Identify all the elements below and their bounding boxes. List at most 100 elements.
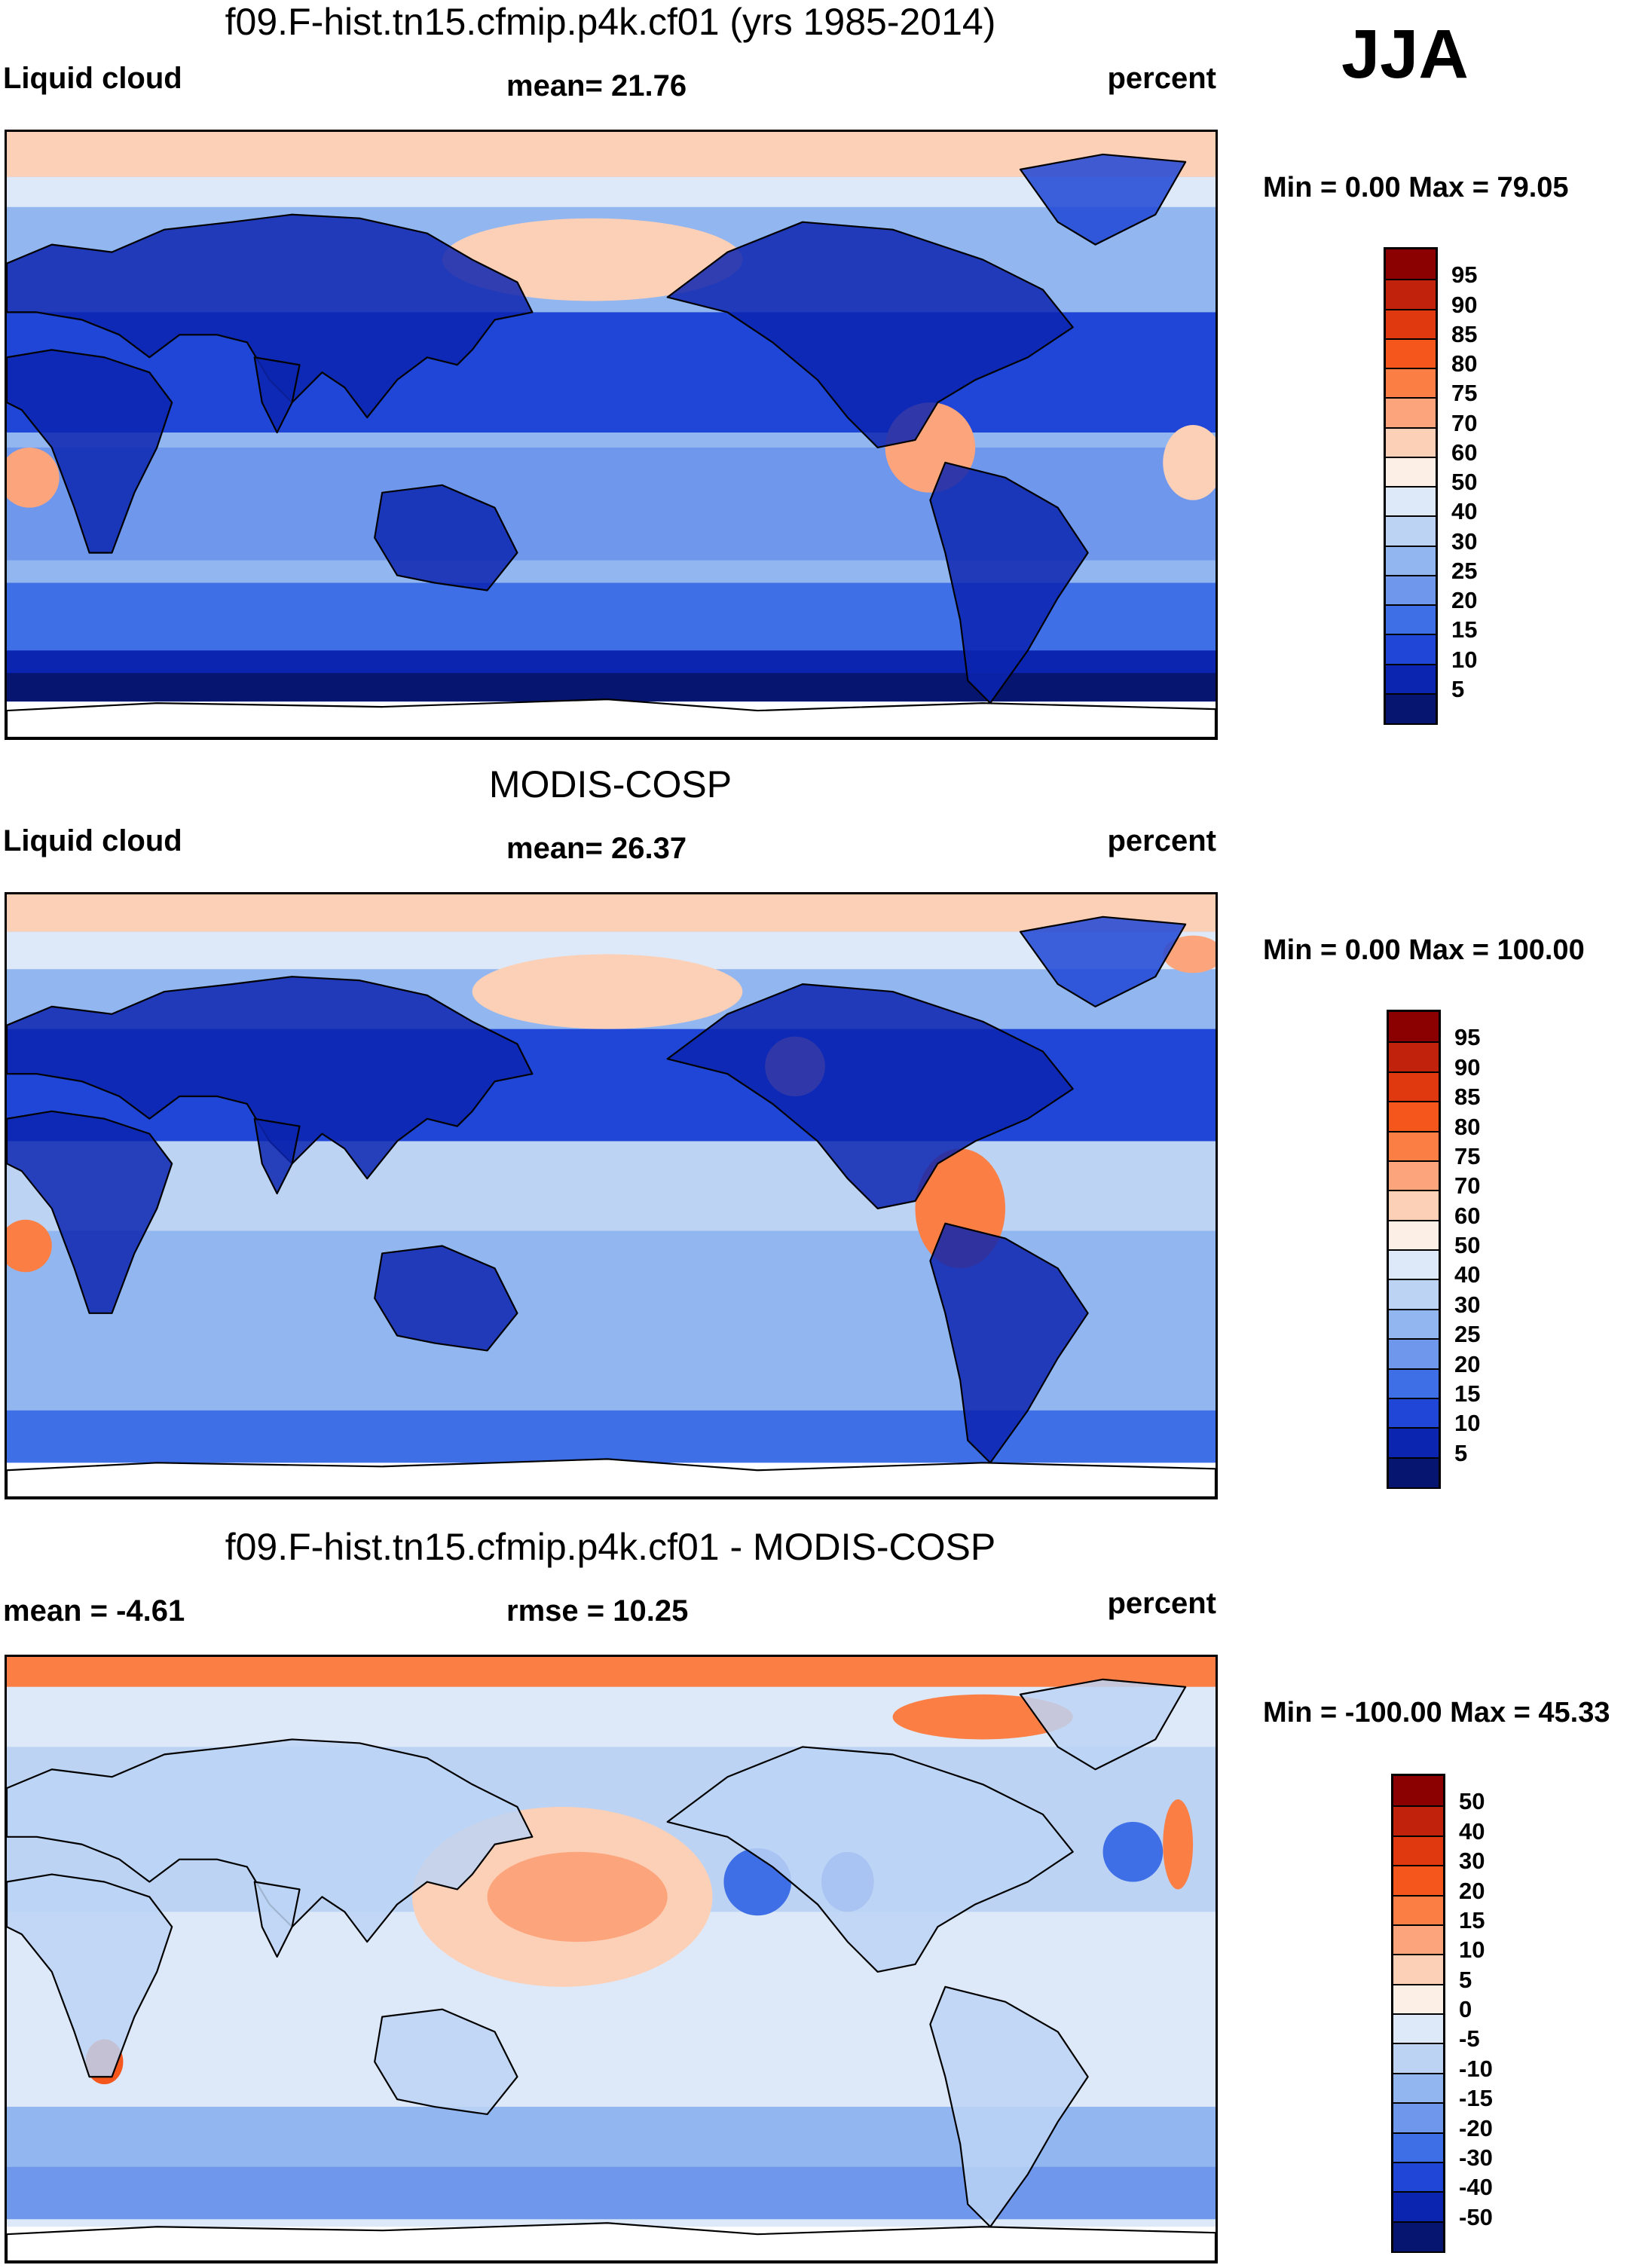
colorbar-swatch	[1386, 545, 1436, 576]
colorbar-tick-label: 85	[1454, 1084, 1481, 1111]
colorbar-swatch	[1393, 2072, 1443, 2104]
colorbar-tick-label: 90	[1451, 291, 1478, 318]
colorbar-tick-label: 95	[1454, 1024, 1481, 1051]
panel-3-mean: mean = -4.61	[3, 1594, 185, 1628]
panel-2-contour-plot	[7, 894, 1216, 1497]
colorbar-swatch	[1393, 1924, 1443, 1955]
panel-2-map	[5, 892, 1218, 1499]
colorbar-tick-label: 10	[1451, 646, 1478, 673]
colorbar-swatch	[1393, 2161, 1443, 2193]
colorbar-tick-label: 5	[1451, 675, 1465, 702]
colorbar-swatch	[1386, 604, 1436, 635]
panel-3-rmse: rmse = 10.25	[506, 1594, 689, 1628]
panel-3-colorbar	[1391, 1774, 1445, 2253]
colorbar-tick-label: 80	[1451, 350, 1478, 377]
colorbar-swatch	[1393, 1954, 1443, 1985]
colorbar-swatch	[1393, 1835, 1443, 1866]
colorbar-swatch	[1393, 2043, 1443, 2074]
colorbar-swatch	[1386, 663, 1436, 694]
colorbar-swatch	[1393, 1983, 1443, 2014]
colorbar-swatch	[1386, 249, 1436, 280]
colorbar-swatch	[1389, 1071, 1439, 1102]
colorbar-swatch	[1389, 1160, 1439, 1191]
colorbar-tick-label: 80	[1454, 1113, 1481, 1140]
colorbar-tick-label: 30	[1454, 1291, 1481, 1318]
colorbar-tick-label: 20	[1459, 1877, 1485, 1904]
colorbar-swatch	[1389, 1190, 1439, 1221]
colorbar-swatch	[1393, 2221, 1443, 2251]
colorbar-tick-label: 20	[1451, 587, 1478, 613]
colorbar-tick-label: 5	[1454, 1439, 1468, 1466]
panel-2-units: percent	[1107, 824, 1217, 857]
colorbar-swatch	[1386, 486, 1436, 517]
colorbar-tick-label: 5	[1459, 1966, 1472, 1993]
colorbar-swatch	[1393, 1865, 1443, 1896]
panel-2-left-label: Liquid cloud	[3, 824, 182, 857]
colorbar-swatch	[1389, 1427, 1439, 1458]
colorbar-tick-label: 70	[1451, 409, 1478, 436]
colorbar-swatch	[1393, 2132, 1443, 2163]
colorbar-swatch	[1386, 368, 1436, 399]
colorbar-swatch	[1393, 2013, 1443, 2044]
colorbar-swatch	[1393, 1776, 1443, 1807]
colorbar-swatch	[1386, 692, 1436, 723]
colorbar-swatch	[1386, 634, 1436, 665]
colorbar-tick-label: 30	[1459, 1848, 1485, 1875]
panel-1-mean: mean= 21.76	[506, 69, 687, 102]
panel-3-minmax: Min = -100.00 Max = 45.33	[1263, 1697, 1610, 1729]
colorbar-swatch	[1386, 426, 1436, 457]
colorbar-tick-label: 0	[1459, 1996, 1472, 2022]
panel-1-map	[5, 130, 1218, 740]
colorbar-swatch	[1389, 1219, 1439, 1250]
colorbar-tick-label: 25	[1451, 557, 1478, 584]
colorbar-tick-label: -40	[1459, 2174, 1493, 2201]
colorbar-swatch	[1389, 1308, 1439, 1340]
colorbar-swatch	[1389, 1279, 1439, 1310]
panel-1-title: f09.F-hist.tn15.cfmip.p4k.cf01 (yrs 1985…	[225, 1, 996, 43]
colorbar-swatch	[1386, 308, 1436, 339]
colorbar-swatch	[1389, 1368, 1439, 1398]
panel-1-left-label: Liquid cloud	[3, 62, 182, 95]
colorbar-tick-label: 20	[1454, 1350, 1481, 1377]
colorbar-swatch	[1386, 338, 1436, 368]
colorbar-tick-label: 25	[1454, 1321, 1481, 1348]
panel-3-contour-plot	[7, 1657, 1216, 2261]
colorbar-swatch	[1386, 279, 1436, 310]
panel-3-title: f09.F-hist.tn15.cfmip.p4k.cf01 - MODIS-C…	[225, 1526, 996, 1568]
colorbar-swatch	[1386, 574, 1436, 605]
colorbar-swatch	[1386, 515, 1436, 546]
panel-1-colorbar	[1384, 247, 1438, 725]
colorbar-tick-label: 15	[1451, 616, 1478, 643]
colorbar-tick-label: 75	[1454, 1142, 1481, 1169]
colorbar-tick-label: 30	[1451, 527, 1478, 555]
colorbar-tick-label: 60	[1454, 1202, 1481, 1229]
colorbar-tick-label: -15	[1459, 2085, 1493, 2112]
colorbar-tick-label: -10	[1459, 2055, 1493, 2082]
colorbar-swatch	[1393, 2102, 1443, 2133]
colorbar-swatch	[1393, 1805, 1443, 1836]
colorbar-tick-label: 75	[1451, 380, 1478, 407]
colorbar-swatch	[1393, 1894, 1443, 1925]
colorbar-tick-label: 60	[1451, 439, 1478, 466]
colorbar-swatch	[1389, 1130, 1439, 1161]
colorbar-tick-label: 95	[1451, 261, 1478, 289]
colorbar-tick-label: -30	[1459, 2144, 1493, 2171]
colorbar-swatch	[1389, 1012, 1439, 1043]
colorbar-tick-label: 10	[1454, 1410, 1481, 1437]
colorbar-tick-label: -20	[1459, 2114, 1493, 2141]
colorbar-tick-label: 85	[1451, 320, 1478, 347]
colorbar-tick-label: 40	[1459, 1817, 1485, 1845]
colorbar-swatch	[1386, 397, 1436, 428]
colorbar-swatch	[1389, 1249, 1439, 1280]
colorbar-tick-label: 10	[1459, 1936, 1485, 1964]
panel-1-minmax: Min = 0.00 Max = 79.05	[1263, 172, 1569, 203]
panel-3-units: percent	[1107, 1587, 1217, 1620]
colorbar-swatch	[1389, 1041, 1439, 1072]
colorbar-swatch	[1389, 1101, 1439, 1132]
panel-1-contour-plot	[7, 132, 1216, 738]
season-label: JJA	[1341, 16, 1469, 93]
colorbar-tick-label: 50	[1459, 1788, 1485, 1815]
colorbar-tick-label: 70	[1454, 1172, 1481, 1200]
colorbar-tick-label: 90	[1454, 1053, 1481, 1081]
colorbar-tick-label: 40	[1454, 1261, 1481, 1288]
